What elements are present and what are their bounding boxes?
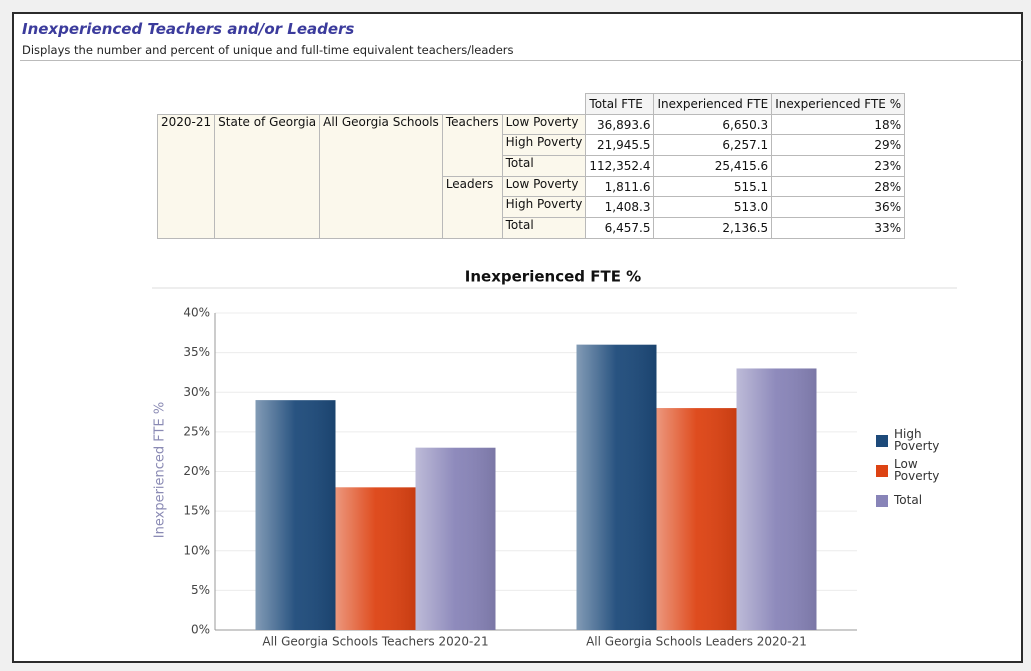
value-cell: 1,811.6: [585, 175, 655, 198]
value-cell: 21,945.5: [585, 134, 655, 157]
value-cell: 28%: [771, 175, 906, 198]
table-row: Leaders Low Poverty 1,811.6 515.1 28%: [158, 175, 906, 239]
legend-label: Total: [894, 493, 923, 507]
value-cell: 25,415.6: [653, 155, 773, 177]
table-row: High Poverty 1,408.3 513.0 36%: [158, 196, 906, 219]
row-label: High Poverty: [501, 134, 587, 157]
y-tick-label: 35%: [183, 345, 210, 359]
y-tick-label: 20%: [183, 464, 210, 478]
value-cell: 513.0: [653, 196, 773, 219]
value-cell: 18%: [771, 113, 906, 136]
y-tick-label: 5%: [191, 583, 210, 597]
y-tick-label: 30%: [183, 385, 210, 399]
legend-swatch: [876, 465, 888, 477]
table-row: Total 6,457.5 2,136.5 33%: [158, 217, 906, 239]
report-subtitle: Displays the number and percent of uniqu…: [22, 43, 514, 57]
value-cell: 29%: [771, 134, 906, 157]
year-cell: 2020-21: [156, 113, 216, 239]
column-header: Inexperienced FTE: [653, 93, 773, 115]
bar-shine: [656, 408, 737, 630]
y-tick-label: 15%: [183, 504, 210, 518]
y-tick-label: 40%: [183, 306, 210, 320]
bar-shine: [335, 487, 416, 630]
column-header: Inexperienced FTE %: [771, 93, 906, 115]
legend-swatch: [876, 435, 888, 447]
bar-shine: [415, 447, 496, 630]
table-row: High Poverty 21,945.5 6,257.1 29%: [158, 134, 906, 157]
chart-title: Inexperienced FTE %: [465, 268, 641, 286]
bar-shine: [736, 368, 817, 630]
y-axis-label: Inexperienced FTE %: [153, 402, 168, 538]
state-cell: State of Georgia: [214, 113, 321, 239]
x-tick-label: All Georgia Schools Teachers 2020-21: [262, 635, 488, 649]
row-label: Total: [501, 155, 587, 177]
legend-swatch: [876, 495, 888, 507]
report-title: Inexperienced Teachers and/or Leaders: [22, 20, 355, 38]
y-tick-label: 10%: [183, 543, 210, 557]
legend-label: Low Poverty: [894, 457, 940, 483]
group-cell: Leaders: [441, 175, 503, 239]
table-row: Total FTE Inexperienced FTE Inexperienced …: [158, 93, 906, 115]
data-table: Total FTE Inexperienced FTE Inexperienced …: [156, 93, 906, 239]
bar-shine: [576, 344, 657, 630]
row-label: Low Poverty: [501, 113, 587, 136]
value-cell: 36%: [771, 196, 906, 219]
school-cell: All Georgia Schools: [319, 113, 443, 239]
value-cell: 6,457.5: [585, 217, 655, 239]
row-label: Total: [501, 217, 587, 239]
y-tick-label: 25%: [183, 424, 210, 438]
value-cell: 23%: [771, 155, 906, 177]
y-tick-label: 0%: [191, 623, 210, 637]
legend-label: High Poverty: [894, 427, 940, 453]
table-row: Total 112,352.4 25,415.6 23%: [158, 155, 906, 177]
x-tick-label: All Georgia Schools Leaders 2020-21: [586, 635, 807, 649]
table-row: 2020-21 State of Georgia All Georgia Schoo…: [156, 113, 906, 239]
header-rule: [20, 60, 1022, 61]
value-cell: 6,650.3: [653, 113, 773, 136]
value-cell: 33%: [771, 217, 906, 239]
row-label: Low Poverty: [501, 175, 587, 198]
bar-shine: [255, 400, 336, 630]
value-cell: 36,893.6: [585, 113, 655, 136]
column-header: Total FTE: [585, 93, 655, 115]
group-cell: Teachers: [441, 113, 503, 177]
